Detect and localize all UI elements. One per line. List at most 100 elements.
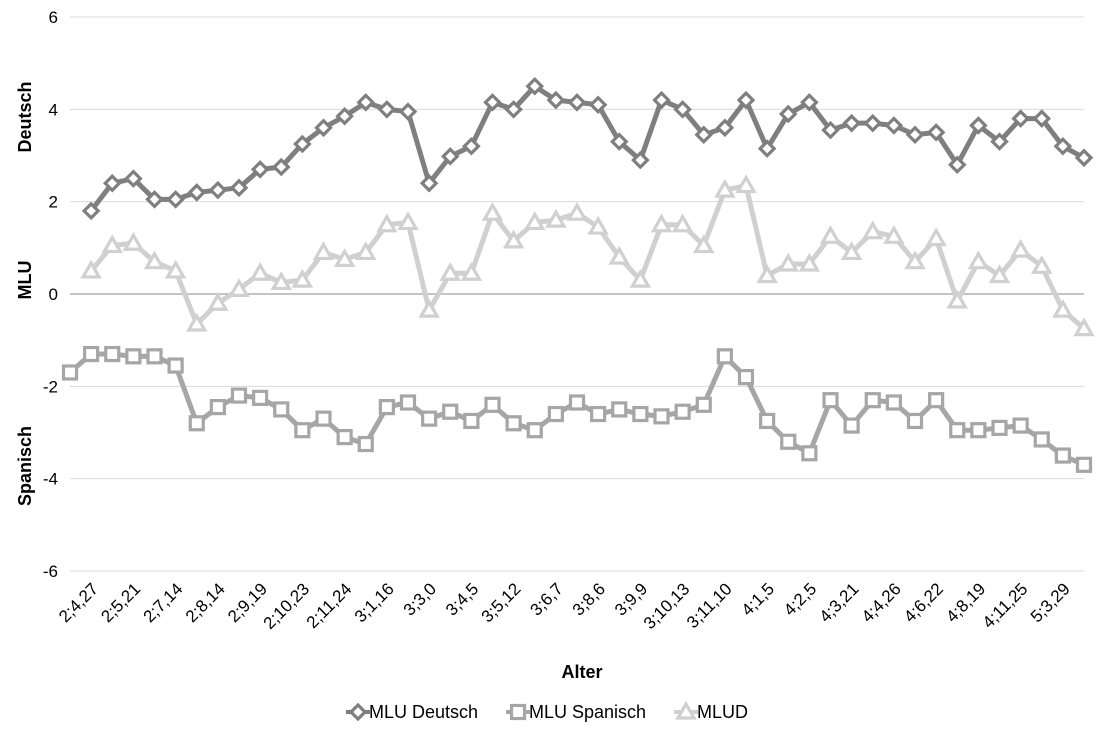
data-point — [1011, 109, 1030, 128]
y-axis-title-lower: Spanisch — [15, 426, 35, 506]
y-axis-title-upper: Deutsch — [15, 81, 35, 152]
data-point — [546, 90, 566, 110]
data-point — [547, 405, 564, 423]
data-point — [125, 348, 142, 365]
data-point — [928, 392, 945, 409]
data-point — [101, 234, 124, 254]
data-point — [969, 116, 988, 135]
data-point — [523, 211, 546, 231]
data-point — [905, 125, 925, 144]
data-point — [904, 250, 926, 270]
data-point — [143, 250, 166, 270]
data-point — [229, 178, 249, 198]
data-point — [990, 132, 1009, 151]
x-tick-label: 4;3,21 — [816, 579, 863, 626]
data-point — [481, 201, 504, 221]
x-tick-label: 4;6,22 — [900, 579, 947, 626]
data-point — [440, 147, 460, 166]
data-point — [252, 389, 269, 406]
data-point — [104, 345, 121, 363]
data-point — [1009, 238, 1032, 258]
x-tick-label: 3;10,13 — [640, 579, 694, 633]
legend-label: MLUD — [697, 702, 748, 722]
data-point — [715, 118, 735, 138]
data-point — [714, 178, 736, 198]
data-point — [80, 259, 102, 279]
data-point — [1075, 456, 1093, 473]
data-point — [608, 245, 631, 265]
x-tick-label: 2;8,14 — [182, 579, 229, 626]
data-point — [460, 262, 483, 281]
data-point — [568, 394, 586, 411]
data-point — [863, 113, 883, 133]
data-point — [439, 262, 462, 281]
legend-label: MLU Spanisch — [529, 702, 646, 722]
series-triangle — [80, 174, 1095, 337]
data-point — [988, 264, 1011, 284]
data-point — [567, 93, 587, 112]
data-point — [756, 264, 778, 284]
data-point — [357, 435, 374, 453]
series-diamond — [81, 76, 1094, 221]
data-point — [124, 169, 143, 188]
data-point — [504, 100, 523, 119]
data-point — [652, 90, 671, 110]
data-point — [502, 229, 525, 249]
data-point — [294, 422, 311, 439]
x-tick-label: 3;6,7 — [527, 579, 567, 619]
data-point — [293, 134, 312, 154]
x-tick-label: 5;3,29 — [1027, 579, 1074, 626]
data-point — [271, 157, 291, 177]
data-point — [483, 93, 502, 112]
data-point — [187, 183, 207, 202]
x-tick-label: 2;4,27 — [55, 579, 102, 626]
data-point — [83, 345, 100, 363]
data-point — [377, 100, 397, 119]
series-line — [89, 183, 1086, 331]
data-point — [249, 262, 271, 281]
x-tick-label: 4;1,5 — [738, 579, 778, 619]
x-tick-label: 3;1,16 — [351, 579, 398, 626]
x-tick-label: 4;11,25 — [979, 579, 1032, 632]
data-point — [798, 252, 821, 272]
legend-marker — [675, 700, 697, 720]
data-point — [946, 289, 969, 309]
data-point — [778, 104, 798, 124]
data-point — [146, 348, 163, 365]
data-point — [757, 139, 777, 158]
data-point — [566, 201, 588, 221]
series-square — [61, 345, 1093, 473]
legend: MLU Deutsch MLU Spanisch MLUD — [346, 700, 748, 722]
data-point — [692, 234, 715, 254]
data-point — [822, 392, 839, 409]
data-point — [777, 252, 800, 272]
data-point — [632, 405, 649, 423]
data-point — [629, 268, 652, 288]
data-point — [673, 100, 692, 119]
x-tick-label: 3;11,10 — [683, 579, 736, 632]
data-point — [333, 248, 356, 267]
data-point — [273, 401, 290, 418]
y-tick-label: -6 — [43, 562, 58, 581]
data-point — [947, 155, 967, 174]
data-point — [463, 412, 480, 430]
data-point — [1074, 148, 1094, 168]
x-tick-label: 3;3,0 — [400, 579, 440, 619]
data-point — [884, 116, 904, 135]
series-group — [61, 76, 1095, 473]
data-point — [335, 106, 354, 126]
legend-label: MLU Deutsch — [369, 702, 478, 722]
data-point — [376, 213, 398, 233]
data-point — [1012, 417, 1029, 434]
data-point — [842, 113, 861, 133]
data-point — [228, 278, 250, 297]
data-point — [883, 225, 905, 244]
data-point — [819, 225, 842, 244]
x-tick-label: 4;4,26 — [858, 579, 905, 626]
data-point — [587, 215, 609, 235]
data-point — [1030, 255, 1053, 274]
data-point — [737, 369, 755, 386]
data-point — [185, 312, 208, 332]
data-point — [801, 445, 818, 462]
